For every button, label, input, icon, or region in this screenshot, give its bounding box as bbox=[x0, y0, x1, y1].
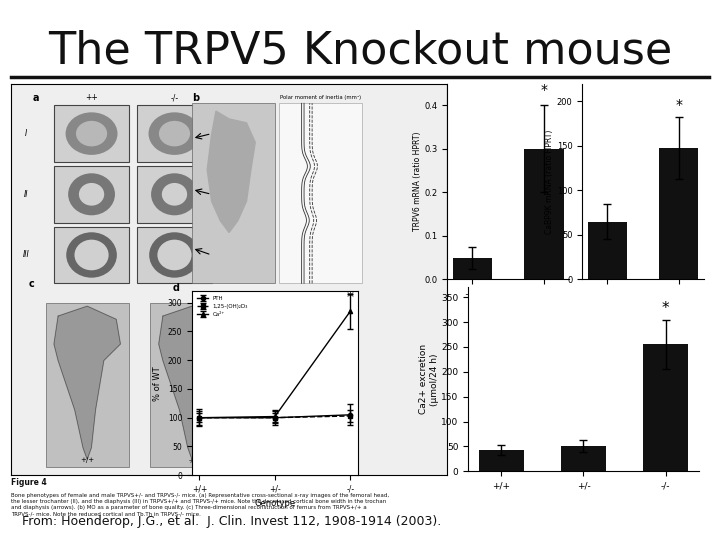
Bar bbox=[55, 105, 129, 162]
Bar bbox=[479, 450, 524, 471]
Text: I: I bbox=[25, 129, 27, 138]
Bar bbox=[659, 148, 698, 280]
Circle shape bbox=[79, 183, 104, 206]
Bar bbox=[453, 258, 492, 280]
Bar bbox=[643, 345, 688, 471]
Circle shape bbox=[158, 240, 192, 271]
Text: +/+: +/+ bbox=[80, 457, 94, 463]
Text: *: * bbox=[675, 98, 683, 112]
Y-axis label: CaBP9K mRNA (ratio HPRT): CaBP9K mRNA (ratio HPRT) bbox=[545, 130, 554, 234]
Ellipse shape bbox=[76, 121, 107, 146]
Y-axis label: TRPV6 mRNA (ratio HPRT): TRPV6 mRNA (ratio HPRT) bbox=[413, 132, 421, 231]
Y-axis label: % of WT: % of WT bbox=[153, 366, 162, 401]
Text: a: a bbox=[32, 93, 39, 104]
Text: -/-: -/- bbox=[188, 457, 196, 463]
Bar bbox=[588, 221, 627, 280]
Text: Figure 4: Figure 4 bbox=[11, 478, 47, 487]
Text: II: II bbox=[24, 190, 28, 199]
Circle shape bbox=[74, 240, 109, 271]
Text: III: III bbox=[23, 251, 30, 260]
Bar bbox=[561, 447, 606, 471]
Bar bbox=[138, 105, 212, 162]
Bar bbox=[45, 303, 129, 467]
Circle shape bbox=[149, 232, 200, 278]
Text: From: Hoenderop, J.G., et al.  J. Clin. Invest 112, 1908-1914 (2003).: From: Hoenderop, J.G., et al. J. Clin. I… bbox=[22, 515, 441, 528]
Bar bbox=[150, 303, 233, 467]
Text: c: c bbox=[28, 280, 34, 289]
Bar bbox=[138, 227, 212, 284]
Polygon shape bbox=[159, 306, 225, 459]
X-axis label: Genotype: Genotype bbox=[254, 500, 295, 509]
Text: Bone phenotypes of female and male TRPVS+/- and TRPVS-/- mice. (a) Representativ: Bone phenotypes of female and male TRPVS… bbox=[11, 493, 389, 517]
Text: -/-: -/- bbox=[171, 93, 179, 103]
Text: *: * bbox=[347, 290, 354, 304]
Ellipse shape bbox=[148, 112, 200, 155]
Circle shape bbox=[68, 173, 115, 215]
Bar bbox=[192, 103, 275, 284]
Text: *: * bbox=[541, 83, 547, 97]
Y-axis label: Ca2+ excretion
(µmol/24 h): Ca2+ excretion (µmol/24 h) bbox=[419, 344, 438, 414]
Circle shape bbox=[66, 232, 117, 278]
Text: *: * bbox=[662, 301, 670, 315]
Bar bbox=[138, 166, 212, 222]
Circle shape bbox=[151, 173, 198, 215]
Bar bbox=[279, 103, 362, 284]
Text: Polar moment of inertia (mm⁴): Polar moment of inertia (mm⁴) bbox=[280, 94, 361, 100]
Circle shape bbox=[162, 183, 187, 206]
Bar bbox=[524, 149, 564, 280]
Text: b: b bbox=[192, 93, 199, 104]
Text: d: d bbox=[173, 283, 180, 293]
Text: d: d bbox=[453, 268, 462, 282]
Text: The TRPV5 Knockout mouse: The TRPV5 Knockout mouse bbox=[48, 30, 672, 73]
Bar bbox=[55, 227, 129, 284]
Polygon shape bbox=[207, 111, 256, 232]
Ellipse shape bbox=[66, 112, 117, 155]
Polygon shape bbox=[54, 306, 120, 459]
Text: ++: ++ bbox=[85, 93, 98, 103]
Ellipse shape bbox=[159, 121, 190, 146]
Bar bbox=[55, 166, 129, 222]
Legend: PTH, 1,25-(OH)₂D₃, Ca²⁺: PTH, 1,25-(OH)₂D₃, Ca²⁺ bbox=[194, 294, 251, 319]
